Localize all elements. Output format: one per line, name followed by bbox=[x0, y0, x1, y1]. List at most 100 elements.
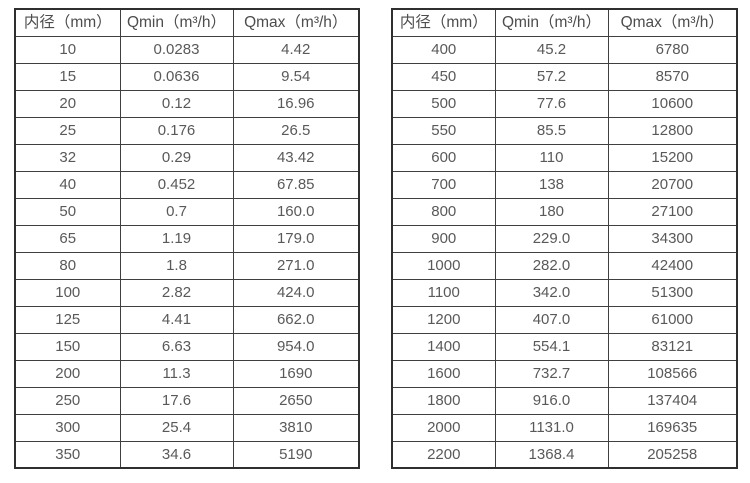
table-row: 550 85.5 12800 bbox=[391, 116, 738, 145]
table-cell: 954.0 bbox=[232, 332, 360, 361]
table-cell: 27100 bbox=[607, 197, 738, 226]
table-cell: 137404 bbox=[607, 386, 738, 415]
table-cell: 110 bbox=[494, 143, 609, 172]
table-cell: 916.0 bbox=[494, 386, 609, 415]
table-cell: 3810 bbox=[232, 413, 360, 442]
table-row: 400 45.2 6780 bbox=[391, 35, 738, 64]
table-cell: 662.0 bbox=[232, 305, 360, 334]
table-row: 250 17.6 2650 bbox=[14, 386, 360, 415]
table-cell: 554.1 bbox=[494, 332, 609, 361]
table-cell: 350 bbox=[14, 440, 121, 469]
header-row: 内径（mm） Qmin（m³/h） Qmax（m³/h） bbox=[391, 8, 738, 37]
table-cell: 342.0 bbox=[494, 278, 609, 307]
table-cell: 42400 bbox=[607, 251, 738, 280]
table-row: 20 0.12 16.96 bbox=[14, 89, 360, 118]
table-cell: 25 bbox=[14, 116, 121, 145]
table-cell: 15200 bbox=[607, 143, 738, 172]
table-cell: 108566 bbox=[607, 359, 738, 388]
table-cell: 271.0 bbox=[232, 251, 360, 280]
table-row: 600 110 15200 bbox=[391, 143, 738, 172]
table-cell: 9.54 bbox=[232, 62, 360, 91]
table-cell: 1000 bbox=[391, 251, 496, 280]
table-row: 10 0.0283 4.42 bbox=[14, 35, 360, 64]
table-row: 100 2.82 424.0 bbox=[14, 278, 360, 307]
table-cell: 250 bbox=[14, 386, 121, 415]
table-cell: 205258 bbox=[607, 440, 738, 469]
table-cell: 2200 bbox=[391, 440, 496, 469]
table-cell: 61000 bbox=[607, 305, 738, 334]
table-row: 300 25.4 3810 bbox=[14, 413, 360, 442]
table-cell: 17.6 bbox=[119, 386, 234, 415]
table-cell: 20700 bbox=[607, 170, 738, 199]
table-cell: 16.96 bbox=[232, 89, 360, 118]
table-cell: 4.41 bbox=[119, 305, 234, 334]
table-cell: 0.12 bbox=[119, 89, 234, 118]
table-cell: 160.0 bbox=[232, 197, 360, 226]
table-cell: 0.29 bbox=[119, 143, 234, 172]
table-cell: 1100 bbox=[391, 278, 496, 307]
table-row: 25 0.176 26.5 bbox=[14, 116, 360, 145]
table-cell: 180 bbox=[494, 197, 609, 226]
table-row: 65 1.19 179.0 bbox=[14, 224, 360, 253]
table-cell: 40 bbox=[14, 170, 121, 199]
column-header: 内径（mm） bbox=[391, 8, 496, 37]
table-cell: 80 bbox=[14, 251, 121, 280]
table-cell: 900 bbox=[391, 224, 496, 253]
table-cell: 50 bbox=[14, 197, 121, 226]
table-cell: 15 bbox=[14, 62, 121, 91]
table-cell: 34.6 bbox=[119, 440, 234, 469]
table-cell: 1400 bbox=[391, 332, 496, 361]
table-cell: 2000 bbox=[391, 413, 496, 442]
table-row: 15 0.0636 9.54 bbox=[14, 62, 360, 91]
table-cell: 2650 bbox=[232, 386, 360, 415]
table-row: 2000 1131.0 169635 bbox=[391, 413, 738, 442]
table-cell: 10600 bbox=[607, 89, 738, 118]
table-cell: 1.19 bbox=[119, 224, 234, 253]
header-row: 内径（mm） Qmin（m³/h） Qmax（m³/h） bbox=[14, 8, 360, 37]
table-cell: 25.4 bbox=[119, 413, 234, 442]
flow-table-small-diameters: 内径（mm） Qmin（m³/h） Qmax（m³/h） 10 0.0283 4.42 15… bbox=[14, 8, 360, 469]
table-cell: 0.0283 bbox=[119, 35, 234, 64]
table-cell: 1.8 bbox=[119, 251, 234, 280]
table-cell: 12800 bbox=[607, 116, 738, 145]
table-row: 32 0.29 43.42 bbox=[14, 143, 360, 172]
table-row: 2200 1368.4 205258 bbox=[391, 440, 738, 469]
table-cell: 450 bbox=[391, 62, 496, 91]
table-cell: 125 bbox=[14, 305, 121, 334]
table-cell: 6.63 bbox=[119, 332, 234, 361]
table-row: 1400 554.1 83121 bbox=[391, 332, 738, 361]
column-header: Qmin（m³/h） bbox=[119, 8, 234, 37]
table-row: 900 229.0 34300 bbox=[391, 224, 738, 253]
table-cell: 732.7 bbox=[494, 359, 609, 388]
table-cell: 1200 bbox=[391, 305, 496, 334]
table-cell: 85.5 bbox=[494, 116, 609, 145]
table-row: 500 77.6 10600 bbox=[391, 89, 738, 118]
table-row: 125 4.41 662.0 bbox=[14, 305, 360, 334]
table-row: 800 180 27100 bbox=[391, 197, 738, 226]
table-cell: 550 bbox=[391, 116, 496, 145]
table-cell: 424.0 bbox=[232, 278, 360, 307]
table-cell: 0.0636 bbox=[119, 62, 234, 91]
table-cell: 1600 bbox=[391, 359, 496, 388]
table-row: 1000 282.0 42400 bbox=[391, 251, 738, 280]
table-row: 200 11.3 1690 bbox=[14, 359, 360, 388]
table-row: 80 1.8 271.0 bbox=[14, 251, 360, 280]
column-header: Qmin（m³/h） bbox=[494, 8, 609, 37]
table-cell: 77.6 bbox=[494, 89, 609, 118]
flow-table-large-diameters: 内径（mm） Qmin（m³/h） Qmax（m³/h） 400 45.2 6780 450… bbox=[391, 8, 738, 469]
table-row: 450 57.2 8570 bbox=[391, 62, 738, 91]
table-cell: 45.2 bbox=[494, 35, 609, 64]
table-cell: 1800 bbox=[391, 386, 496, 415]
table-cell: 600 bbox=[391, 143, 496, 172]
table-cell: 200 bbox=[14, 359, 121, 388]
table-cell: 11.3 bbox=[119, 359, 234, 388]
table-row: 40 0.452 67.85 bbox=[14, 170, 360, 199]
table-cell: 800 bbox=[391, 197, 496, 226]
column-header: Qmax（m³/h） bbox=[232, 8, 360, 37]
table-cell: 138 bbox=[494, 170, 609, 199]
table-cell: 400 bbox=[391, 35, 496, 64]
table-cell: 6780 bbox=[607, 35, 738, 64]
table-cell: 26.5 bbox=[232, 116, 360, 145]
table-cell: 1690 bbox=[232, 359, 360, 388]
